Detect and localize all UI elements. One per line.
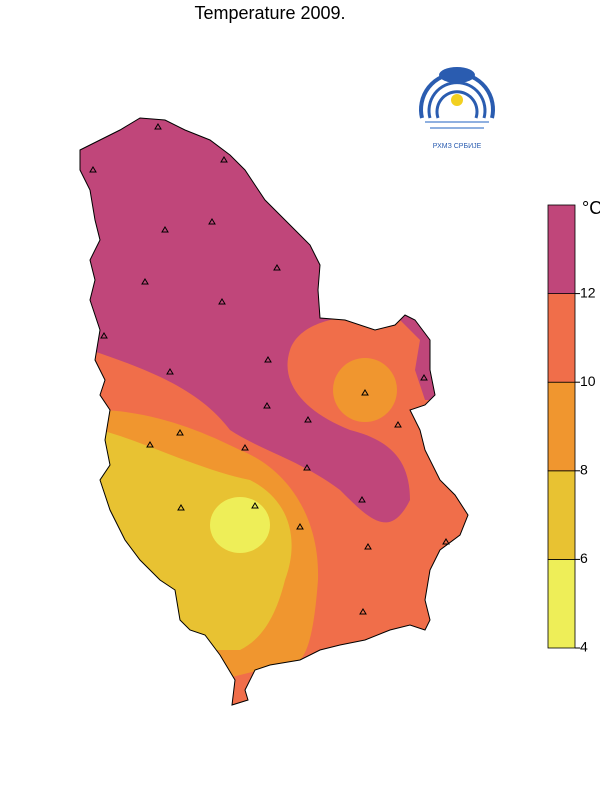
station xyxy=(208,218,216,225)
station xyxy=(394,421,402,428)
station xyxy=(361,389,369,396)
station xyxy=(141,278,149,285)
legend: °C 4 6 8 10 12 xyxy=(547,198,600,655)
legend-bin xyxy=(547,381,576,472)
station xyxy=(146,441,154,448)
station xyxy=(241,444,249,451)
legend-bin xyxy=(547,293,576,383)
legend-bin xyxy=(547,559,576,649)
station xyxy=(364,543,372,550)
station xyxy=(100,332,108,339)
station xyxy=(273,264,281,271)
stations xyxy=(89,123,450,615)
station xyxy=(154,123,162,130)
legend-label: 12 xyxy=(580,284,596,300)
logo: РХМЗ СРБИЈЕ xyxy=(419,67,495,150)
legend-label: 4 xyxy=(580,639,588,655)
station xyxy=(304,416,312,423)
legend-label: 8 xyxy=(580,462,588,478)
map-title: Temperature 2009. xyxy=(194,3,345,23)
station xyxy=(251,502,259,509)
station xyxy=(303,464,311,471)
station xyxy=(263,402,271,409)
station xyxy=(161,226,169,233)
legend-bin xyxy=(547,204,576,294)
legend-label: 6 xyxy=(580,550,588,566)
station xyxy=(176,429,184,436)
station xyxy=(177,504,185,511)
station xyxy=(218,298,226,305)
station xyxy=(359,608,367,615)
station xyxy=(166,368,174,375)
legend-unit: °C xyxy=(582,198,600,218)
legend-label: 10 xyxy=(580,373,596,389)
station xyxy=(442,538,450,545)
country-border xyxy=(79,117,469,706)
logo-text: РХМЗ СРБИЈЕ xyxy=(433,143,482,150)
station xyxy=(264,356,272,363)
station xyxy=(220,156,228,163)
station xyxy=(358,496,366,503)
legend-bin xyxy=(547,470,576,560)
station xyxy=(89,166,97,173)
station xyxy=(296,523,304,530)
station xyxy=(420,374,428,381)
